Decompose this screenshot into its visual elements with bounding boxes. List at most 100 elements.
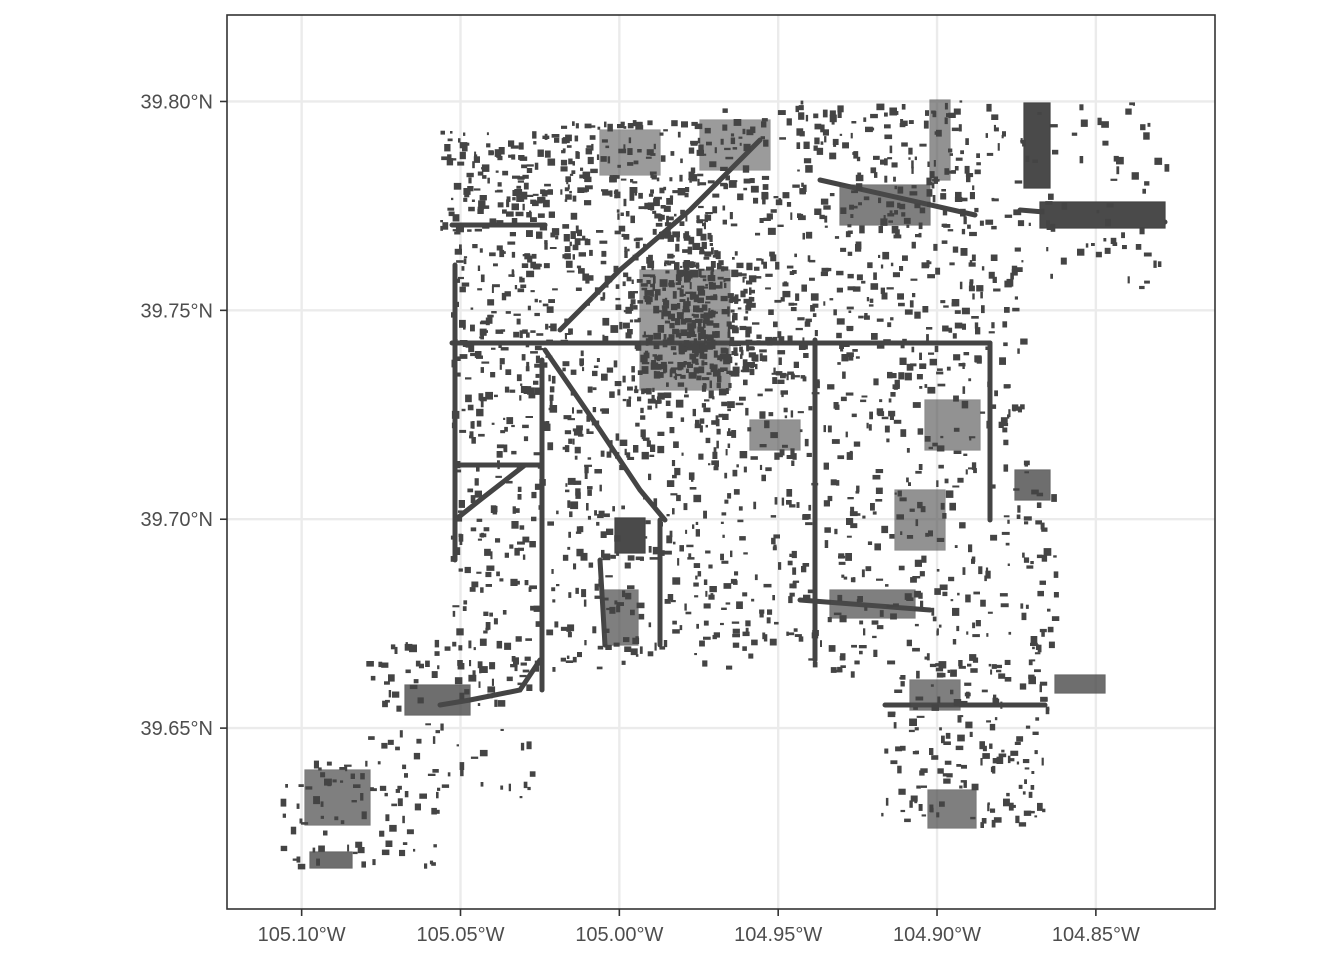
building-footprint (1021, 260, 1024, 263)
building-footprint (664, 222, 672, 227)
building-footprint (625, 306, 632, 314)
building-footprint (687, 557, 695, 560)
building-footprint (958, 124, 962, 132)
building-footprint (520, 742, 525, 751)
building-footprint (340, 780, 344, 783)
building-footprint (542, 199, 550, 208)
building-footprint (893, 385, 898, 390)
building-footprint (564, 333, 571, 335)
building-footprint (1003, 515, 1010, 518)
building-footprint (805, 231, 813, 239)
building-footprint (613, 360, 618, 368)
building-footprint (941, 240, 948, 244)
building-footprint (694, 423, 702, 429)
building-footprint (834, 528, 838, 535)
building-footprint (570, 231, 576, 239)
building-footprint (915, 696, 924, 701)
building-footprint (799, 429, 803, 433)
building-footprint (703, 316, 707, 324)
building-footprint (729, 343, 733, 347)
building-footprint (705, 301, 711, 304)
building-footprint (572, 195, 577, 202)
building-footprint (298, 784, 304, 787)
building-footprint (525, 343, 533, 346)
building-footprint (908, 120, 914, 124)
building-footprint (893, 234, 902, 239)
building-footprint (404, 643, 413, 651)
building-footprint (933, 243, 938, 251)
building-footprint (716, 262, 722, 270)
building-footprint (531, 516, 537, 522)
building-footprint (618, 225, 626, 232)
building-footprint (1001, 531, 1010, 535)
building-footprint (521, 164, 528, 169)
building-footprint (971, 316, 979, 319)
building-footprint (530, 330, 536, 333)
building-footprint (729, 183, 737, 188)
building-footprint (746, 302, 752, 308)
building-footprint (1125, 108, 1132, 115)
building-footprint (1004, 307, 1010, 313)
building-footprint (647, 405, 652, 410)
building-footprint (1022, 791, 1026, 795)
building-footprint (763, 583, 772, 588)
building-footprint (474, 490, 482, 498)
building-footprint (763, 634, 768, 642)
building-footprint (972, 622, 976, 629)
building-footprint (937, 368, 943, 371)
building-footprint (759, 349, 767, 353)
building-footprint (368, 736, 375, 740)
building-footprint (409, 684, 418, 690)
building-footprint (884, 112, 888, 117)
building-footprint (986, 633, 989, 637)
building-footprint (640, 354, 648, 363)
building-footprint (704, 214, 708, 223)
building-footprint (1139, 227, 1145, 235)
building-footprint (721, 266, 729, 271)
building-footprint (650, 189, 654, 194)
building-footprint (929, 358, 937, 366)
building-footprint (533, 263, 541, 270)
building-footprint (857, 513, 861, 516)
building-footprint (944, 760, 952, 765)
building-footprint (840, 247, 847, 252)
building-footprint (648, 334, 654, 340)
building-footprint (632, 254, 635, 259)
building-footprint (1121, 232, 1125, 239)
building-footprint (1025, 725, 1031, 729)
building-footprint (825, 267, 832, 272)
building-footprint (627, 329, 633, 335)
building-footprint (432, 736, 436, 744)
building-footprint (836, 270, 844, 276)
building-footprint (820, 271, 828, 277)
building-footprint (919, 207, 926, 214)
building-footprint (384, 792, 388, 797)
building-footprint (965, 594, 971, 603)
building-footprint (749, 369, 755, 376)
building-footprint (529, 585, 537, 590)
building-footprint (446, 158, 454, 166)
building-footprint (413, 848, 416, 852)
building-footprint (1143, 132, 1150, 140)
building-footprint (804, 438, 809, 447)
building-footprint (722, 534, 725, 538)
building-footprint (886, 438, 890, 443)
building-footprint (666, 535, 673, 544)
building-footprint (600, 260, 607, 265)
building-footprint (581, 589, 587, 598)
building-footprint (511, 269, 514, 277)
building-footprint (762, 355, 768, 362)
building-footprint (572, 121, 575, 126)
building-footprint (999, 357, 1006, 365)
building-footprint (470, 527, 477, 532)
building-footprint (773, 321, 778, 328)
building-footprint (606, 451, 612, 458)
building-footprint (911, 241, 916, 249)
building-footprint (519, 796, 523, 799)
building-footprint (537, 196, 545, 202)
building-footprint (654, 294, 658, 301)
building-footprint (772, 595, 775, 601)
building-footprint (934, 345, 939, 353)
building-footprint (1041, 757, 1044, 766)
building-footprint (1037, 112, 1042, 115)
